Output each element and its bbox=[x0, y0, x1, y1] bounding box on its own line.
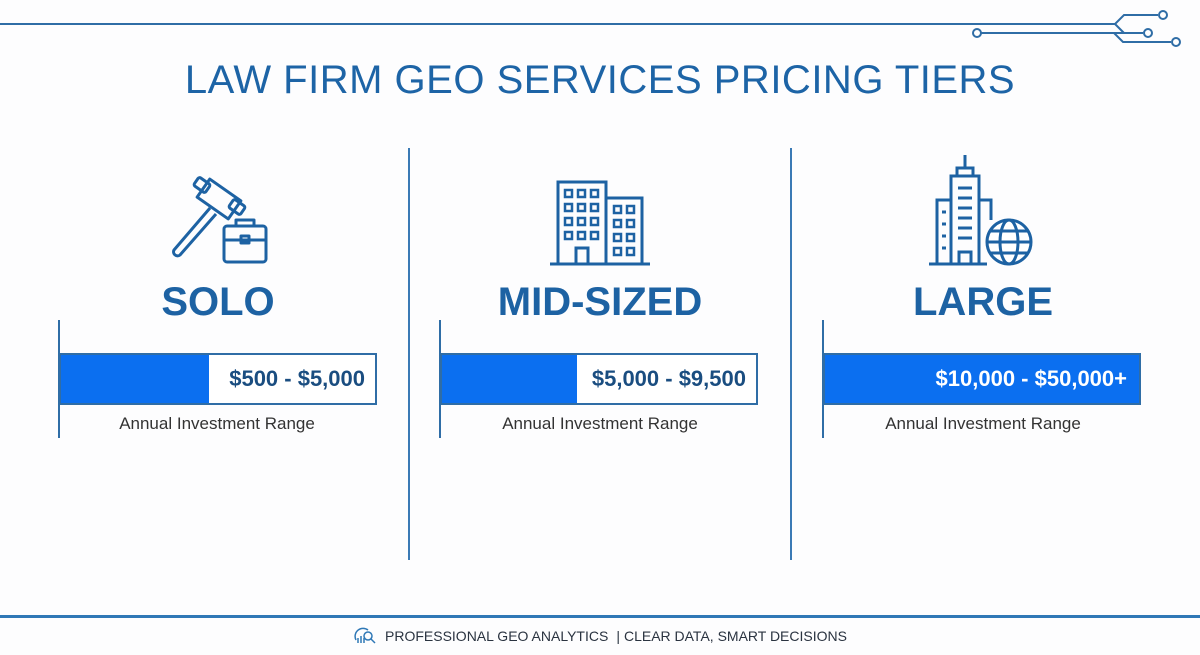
office-building-icon bbox=[550, 180, 650, 266]
footer-separator: | bbox=[616, 628, 620, 644]
circuit-decoration bbox=[0, 10, 1181, 47]
bar-fill bbox=[825, 355, 1139, 403]
caption: Annual Investment Range bbox=[885, 414, 1081, 433]
tier-name-solo: SOLO bbox=[161, 280, 275, 324]
tier-name-large: LARGE bbox=[913, 280, 1053, 324]
page-title: LAW FIRM GEO SERVICES PRICING TIERS bbox=[184, 58, 1016, 102]
footer: PROFESSIONAL GEO ANALYTICS | CLEAR DATA,… bbox=[0, 626, 1200, 646]
tier-name-mid-sized: MID-SIZED bbox=[497, 280, 703, 324]
price-range: $10,000 - $50,000+ bbox=[935, 366, 1127, 391]
bar-fill bbox=[442, 355, 578, 403]
price-bar-mid-sized: $5,000 - $9,500 bbox=[440, 353, 758, 405]
caption: Annual Investment Range bbox=[502, 414, 698, 433]
skyscraper-globe-icon bbox=[929, 155, 1033, 266]
footer-divider bbox=[0, 615, 1200, 618]
bar-fill bbox=[61, 355, 209, 403]
footer-tagline-left: PROFESSIONAL GEO ANALYTICS bbox=[385, 628, 609, 644]
column-divider bbox=[790, 148, 792, 560]
price-bar-large: $10,000 - $50,000+ bbox=[823, 353, 1141, 405]
price-range: $5,000 - $9,500 bbox=[591, 366, 746, 391]
price-range: $500 - $5,000 bbox=[229, 366, 365, 391]
gavel-briefcase-icon bbox=[172, 176, 268, 264]
footer-tagline-right: CLEAR DATA, SMART DECISIONS bbox=[623, 628, 847, 644]
caption: Annual Investment Range bbox=[119, 414, 315, 433]
price-bar-solo: $500 - $5,000 bbox=[59, 353, 377, 405]
column-divider bbox=[408, 148, 410, 560]
analytics-magnifier-icon bbox=[354, 627, 376, 644]
